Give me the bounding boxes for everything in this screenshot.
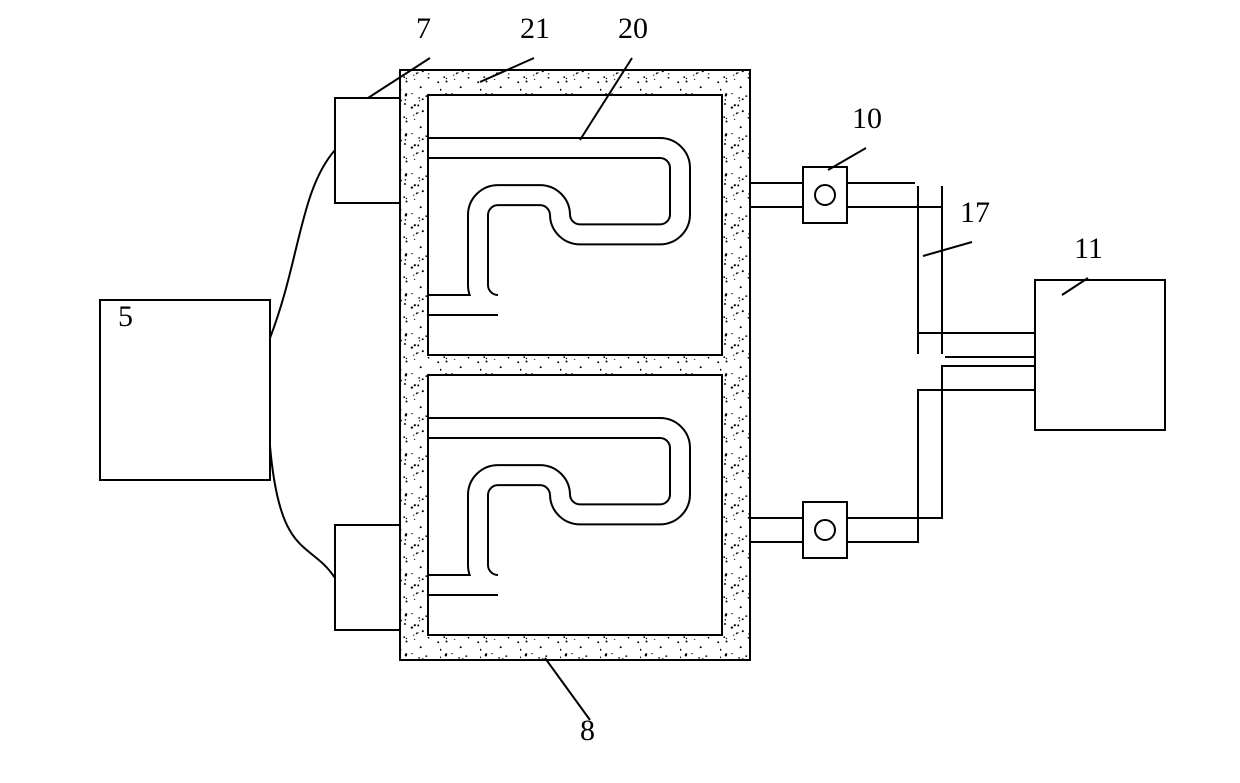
heater-bottom [335,525,400,630]
label-21: 21 [520,12,550,46]
label-11: 11 [1074,232,1103,266]
wire-bottom [270,446,335,578]
load-box [1035,280,1165,430]
label-10: 10 [852,102,882,136]
label-5: 5 [118,300,133,334]
wire-top [270,150,335,338]
label-7: 7 [416,12,431,46]
leader-l17 [923,242,972,256]
diagram-svg [0,0,1240,783]
heater-top [335,98,400,203]
label-17: 17 [960,196,990,230]
label-20: 20 [618,12,648,46]
label-8: 8 [580,714,595,748]
leader-l8 [545,658,590,720]
